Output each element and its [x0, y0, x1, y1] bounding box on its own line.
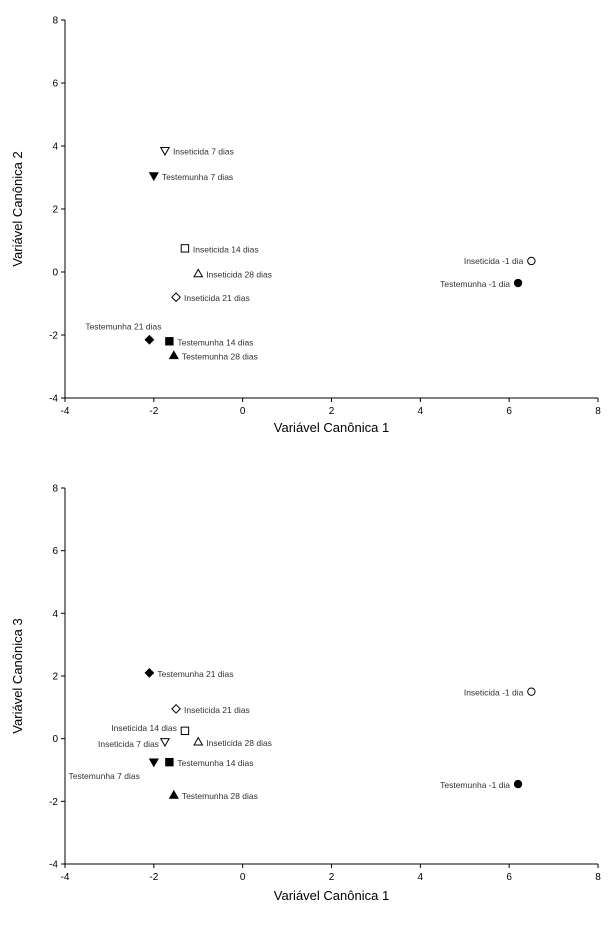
- point-label-testemunha-21-dias: Testemunha 21 dias: [85, 322, 161, 332]
- point-label-testemunha-1-dia: Testemunha -1 dia: [440, 780, 510, 790]
- point-label-inseticida-28-dias: Inseticida 28 dias: [206, 270, 272, 280]
- y-tick-label: -2: [49, 331, 58, 342]
- point-inseticida-28-dias: [193, 736, 204, 746]
- y-tick-label: 2: [52, 672, 58, 683]
- x-tick-label: -4: [61, 872, 70, 883]
- point-testemunha-28-dias: [168, 789, 179, 799]
- x-tick-label: 8: [595, 872, 601, 883]
- point-label-inseticida-14-dias: Inseticida 14 dias: [193, 244, 259, 254]
- point-label-testemunha-1-dia: Testemunha -1 dia: [440, 279, 510, 289]
- point-testemunha-7-dias: [148, 172, 159, 182]
- point-label-inseticida-14-dias: Inseticida 14 dias: [111, 723, 177, 733]
- point-label-testemunha-7-dias: Testemunha 7 dias: [68, 771, 139, 781]
- x-tick-label: 6: [506, 872, 512, 883]
- point-label-inseticida-7-dias: Inseticida 7 dias: [98, 739, 159, 749]
- point-inseticida-28-dias: [193, 268, 204, 278]
- x-tick-label: 2: [329, 406, 335, 417]
- point-label-testemunha-14-dias: Testemunha 14 dias: [177, 337, 253, 347]
- point-testemunha-28-dias: [168, 350, 179, 360]
- y-tick-label: -4: [49, 394, 58, 405]
- point-testemunha-21-dias: [144, 667, 155, 678]
- point-label-inseticida-21-dias: Inseticida 21 dias: [184, 293, 250, 303]
- point-testemunha-14-dias: [165, 757, 174, 767]
- point-inseticida-14-dias: [180, 726, 190, 736]
- y-tick-label: 6: [52, 79, 58, 90]
- scatter-chart-top: -4 -2 0 2 4 6 8 -4 -2 0 2 4 6 8 Variável Canônica 1 Var…: [10, 16, 601, 436]
- y-tick-label: -2: [49, 797, 58, 808]
- x-tick-label: 2: [329, 872, 335, 883]
- y-tick-label: 0: [52, 734, 58, 745]
- point-inseticida-14-dias: [180, 244, 190, 253]
- y-tick-label: 8: [52, 484, 58, 495]
- point-testemunha-21-dias: [144, 334, 155, 345]
- y-tick-label: 8: [52, 16, 58, 27]
- y-axis-title: Variável Canônica 2: [10, 151, 25, 266]
- x-tick-label: -2: [149, 872, 158, 883]
- y-tick-label: -4: [49, 860, 58, 871]
- point-testemunha-7-dias: [148, 758, 159, 768]
- point-label-inseticida-28-dias: Inseticida 28 dias: [206, 738, 272, 748]
- point-inseticida-1-dia: [527, 256, 536, 266]
- y-tick-label: 4: [52, 142, 58, 153]
- x-tick-label: 0: [240, 406, 246, 417]
- point-label-testemunha-7-dias: Testemunha 7 dias: [162, 172, 233, 182]
- point-testemunha-1-dia: [513, 779, 523, 789]
- x-tick-label: -2: [149, 406, 158, 417]
- y-tick-label: 6: [52, 546, 58, 557]
- x-axis-title: Variável Canônica 1: [274, 420, 389, 435]
- point-inseticida-7-dias: [159, 147, 170, 156]
- point-inseticida-7-dias: [159, 738, 170, 748]
- point-label-inseticida-21-dias: Inseticida 21 dias: [184, 705, 250, 715]
- point-label-inseticida-7-dias: Inseticida 7 dias: [173, 147, 234, 157]
- point-label-inseticida-1-dia: Inseticida -1 dia: [464, 256, 524, 266]
- point-label-testemunha-14-dias: Testemunha 14 dias: [177, 758, 253, 768]
- x-tick-label: -4: [61, 406, 70, 417]
- point-inseticida-21-dias: [171, 703, 181, 714]
- point-testemunha-14-dias: [165, 337, 174, 346]
- point-label-testemunha-21-dias: Testemunha 21 dias: [157, 669, 233, 679]
- x-tick-label: 4: [418, 872, 424, 883]
- y-tick-label: 2: [52, 205, 58, 216]
- x-tick-label: 6: [506, 406, 512, 417]
- x-axis-title: Variável Canônica 1: [274, 888, 389, 903]
- x-tick-label: 4: [418, 406, 424, 417]
- point-inseticida-21-dias: [171, 292, 181, 303]
- scatter-chart-bottom: -4 -2 0 2 4 6 8 -4 -2 0 2 4 6 8 Variável Canônica 1 Var…: [10, 484, 601, 904]
- point-inseticida-1-dia: [527, 687, 536, 696]
- y-tick-label: 4: [52, 609, 58, 620]
- y-tick-label: 0: [52, 268, 58, 279]
- point-testemunha-1-dia: [513, 278, 523, 288]
- point-label-testemunha-28-dias: Testemunha 28 dias: [182, 351, 258, 361]
- y-axis-title: Variável Canônica 3: [10, 618, 25, 733]
- x-tick-label: 8: [595, 406, 601, 417]
- x-tick-label: 0: [240, 872, 246, 883]
- point-label-inseticida-1-dia: Inseticida -1 dia: [464, 688, 524, 698]
- point-label-testemunha-28-dias: Testemunha 28 dias: [182, 791, 258, 801]
